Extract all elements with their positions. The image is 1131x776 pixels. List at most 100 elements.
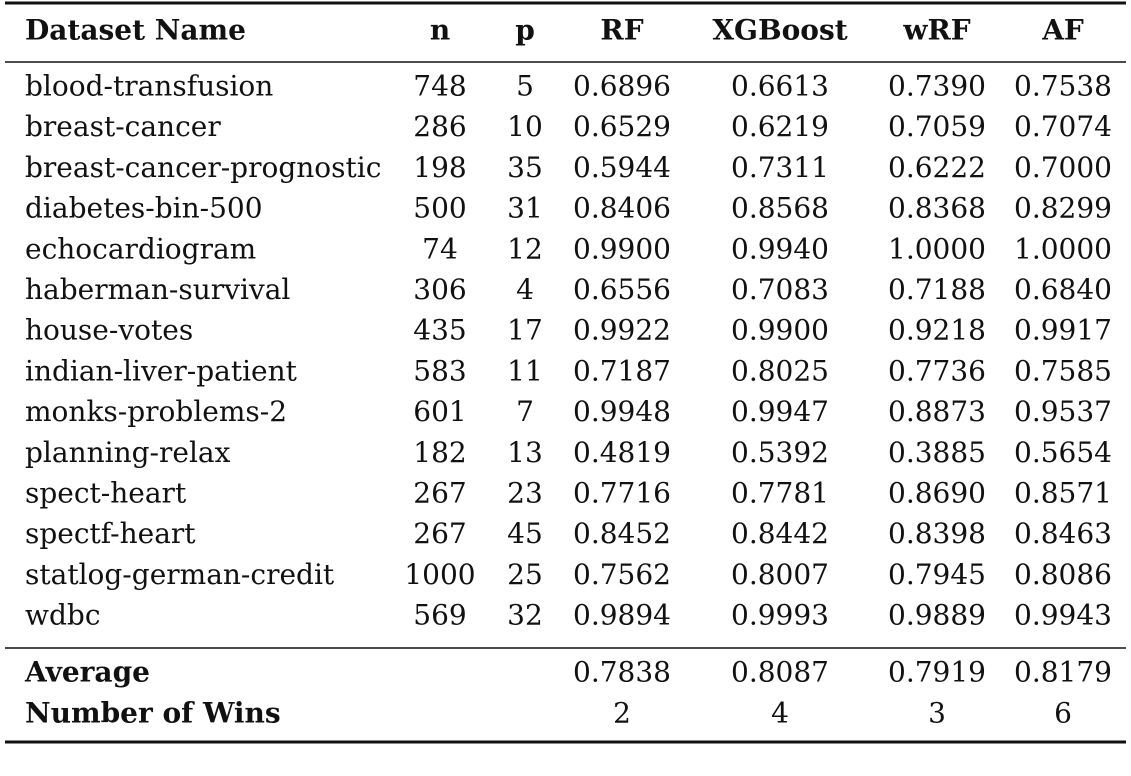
- cell: 0.8086: [1014, 558, 1112, 591]
- cell: 0.7538: [1014, 70, 1112, 103]
- cell: 35: [507, 151, 543, 184]
- cell: 0.5654: [1014, 436, 1112, 469]
- cell: 0.9922: [573, 314, 671, 347]
- cell: 25: [507, 558, 543, 591]
- cell: 0.6219: [731, 110, 829, 143]
- cell: 0.8398: [888, 517, 986, 550]
- cell: 31: [507, 192, 543, 225]
- cell: 583: [413, 354, 466, 387]
- cell: 0.7083: [731, 273, 829, 306]
- cell: 0.7945: [888, 558, 986, 591]
- cell: 0.8025: [731, 354, 829, 387]
- cell: 45: [507, 517, 543, 550]
- header-cell: AF: [1041, 14, 1084, 47]
- footer-cell: 3: [928, 697, 946, 730]
- footer-cell: 0.8087: [731, 656, 829, 689]
- cell: 0.9889: [888, 599, 986, 632]
- cell: 0.7562: [573, 558, 671, 591]
- cell: 0.8007: [731, 558, 829, 591]
- dataset-name: diabetes-bin-500: [25, 192, 263, 225]
- cell: 569: [413, 599, 466, 632]
- cell: 0.4819: [573, 436, 671, 469]
- header-cell: n: [430, 14, 450, 47]
- cell: 0.9993: [731, 599, 829, 632]
- cell: 74: [422, 232, 458, 265]
- cell: 0.7311: [731, 151, 829, 184]
- cell: 23: [507, 477, 543, 510]
- dataset-name: statlog-german-credit: [25, 558, 335, 591]
- cell: 13: [507, 436, 543, 469]
- footer-cell: 0.8179: [1014, 656, 1112, 689]
- cell: 11: [507, 354, 543, 387]
- dataset-name: breast-cancer-prognostic: [25, 151, 381, 184]
- dataset-name: indian-liver-patient: [25, 354, 298, 387]
- cell: 0.9900: [731, 314, 829, 347]
- cell: 17: [507, 314, 543, 347]
- cell: 198: [413, 151, 466, 184]
- cell: 0.6222: [888, 151, 986, 184]
- cell: 0.9917: [1014, 314, 1112, 347]
- cell: 0.7390: [888, 70, 986, 103]
- cell: 500: [413, 192, 466, 225]
- cell: 0.6556: [573, 273, 671, 306]
- header-cell: wRF: [902, 14, 970, 47]
- cell: 0.6840: [1014, 273, 1112, 306]
- cell: 0.6613: [731, 70, 829, 103]
- footer-label: Number of Wins: [25, 697, 281, 730]
- cell: 4: [516, 273, 534, 306]
- cell: 0.8571: [1014, 477, 1112, 510]
- cell: 1.0000: [1014, 232, 1112, 265]
- cell: 1.0000: [888, 232, 986, 265]
- footer-cell: 0.7919: [888, 656, 986, 689]
- cell: 1000: [404, 558, 475, 591]
- cell: 0.8442: [731, 517, 829, 550]
- cell: 5: [516, 70, 534, 103]
- cell: 601: [413, 395, 466, 428]
- cell: 0.9948: [573, 395, 671, 428]
- cell: 0.8299: [1014, 192, 1112, 225]
- cell: 0.9900: [573, 232, 671, 265]
- cell: 0.8406: [573, 192, 671, 225]
- header-cell: XGBoost: [712, 14, 847, 47]
- cell: 0.6896: [573, 70, 671, 103]
- cell: 0.8452: [573, 517, 671, 550]
- cell: 306: [413, 273, 466, 306]
- cell: 0.5392: [731, 436, 829, 469]
- dataset-name: house-votes: [25, 314, 193, 347]
- cell: 0.3885: [888, 436, 986, 469]
- cell: 0.8368: [888, 192, 986, 225]
- cell: 0.7585: [1014, 354, 1112, 387]
- dataset-name: spect-heart: [25, 477, 187, 510]
- dataset-name: planning-relax: [25, 436, 231, 469]
- cell: 286: [413, 110, 466, 143]
- cell: 0.7074: [1014, 110, 1112, 143]
- footer-label: Average: [24, 656, 150, 689]
- dataset-name: blood-transfusion: [25, 70, 273, 103]
- cell: 0.7716: [573, 477, 671, 510]
- cell: 0.6529: [573, 110, 671, 143]
- cell: 267: [413, 517, 466, 550]
- footer-cell: 2: [613, 697, 631, 730]
- dataset-name: echocardiogram: [25, 232, 256, 265]
- cell: 0.5944: [573, 151, 671, 184]
- cell: 7: [516, 395, 534, 428]
- cell: 0.7187: [573, 354, 671, 387]
- cell: 0.9894: [573, 599, 671, 632]
- cell: 748: [413, 70, 466, 103]
- header-cell: Dataset Name: [25, 14, 246, 47]
- cell: 267: [413, 477, 466, 510]
- footer-cell: 4: [771, 697, 789, 730]
- cell: 0.9947: [731, 395, 829, 428]
- cell: 32: [507, 599, 543, 632]
- header-cell: p: [515, 14, 535, 47]
- header-cell: RF: [600, 14, 643, 47]
- cell: 12: [507, 232, 543, 265]
- cell: 0.8568: [731, 192, 829, 225]
- footer-cell: 0.7838: [573, 656, 671, 689]
- cell: 0.7736: [888, 354, 986, 387]
- dataset-name: monks-problems-2: [25, 395, 287, 428]
- cell: 0.8463: [1014, 517, 1112, 550]
- cell: 10: [507, 110, 543, 143]
- cell: 182: [413, 436, 466, 469]
